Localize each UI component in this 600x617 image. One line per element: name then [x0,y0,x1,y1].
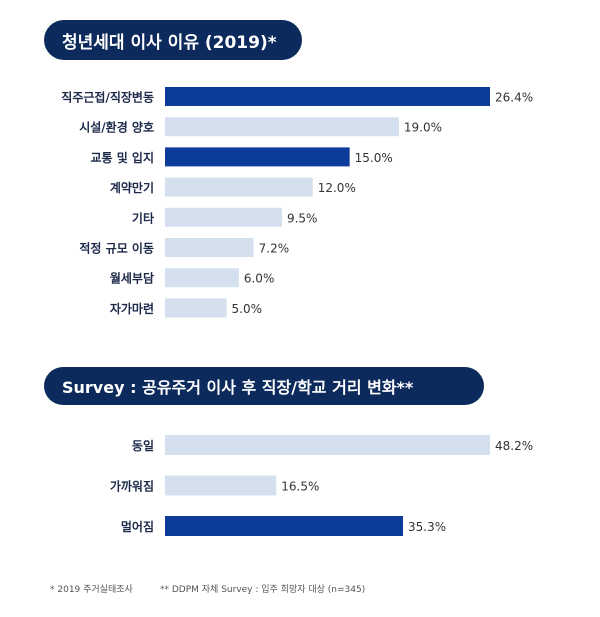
chart2-category-label-1: 가까워짐 [110,479,154,494]
chart1-value-label-7: 5.0% [232,302,263,316]
chart2-value-label-0: 48.2% [495,439,533,453]
chart1-value-label-3: 12.0% [318,181,356,195]
chart2-bar-1 [165,475,277,496]
chart1-bar-5 [165,238,254,257]
chart1-bar-0 [165,87,490,106]
chart1-category-label-5: 적정 규모 이동 [79,241,154,256]
chart1-bar-1 [165,117,399,137]
chart2-value-label-2: 35.3% [408,520,446,534]
chart1-value-label-6: 6.0% [244,272,275,286]
chart2-value-label-1: 16.5% [281,480,319,494]
chart1-value-label-4: 9.5% [287,211,318,225]
chart1-category-label-2: 교통 및 입지 [90,150,154,165]
chart1-bar-4 [165,207,282,227]
chart1-category-label-4: 기타 [132,210,154,225]
chart1-category-label-0: 직주근접/직장변동 [61,90,154,105]
chart1-value-label-0: 26.4% [495,91,533,105]
chart1-value-label-1: 19.0% [404,121,442,135]
footnote-source-2: ** DDPM 자체 Survey : 입주 희망자 대상 (n=345) [160,585,366,595]
chart2-title: Survey : 공유주거 이사 후 직장/학교 거리 변화** [44,367,484,405]
chart1-category-label-3: 계약만기 [110,180,154,195]
chart1-category-label-7: 자가마련 [110,301,154,316]
chart2-bar-2 [165,516,404,536]
chart1-value-label-5: 7.2% [259,242,290,256]
footnote-source-1: * 2019 주거실태조사 [50,585,133,595]
chart2-category-label-0: 동일 [132,439,154,453]
chart1-bar-3 [165,177,313,197]
chart1-category-label-1: 시설/환경 양호 [79,120,154,135]
chart1-bar-2 [165,147,350,167]
chart1-category-label-6: 월세부담 [110,271,154,286]
chart1-bar-6 [165,268,239,288]
chart1-bar-7 [165,298,227,318]
chart1-title: 청년세대 이사 이유 (2019)* [44,20,302,60]
chart2-category-label-2: 멀어짐 [121,519,154,534]
chart1-value-label-2: 15.0% [355,151,393,165]
chart2-bar-0 [165,435,490,455]
